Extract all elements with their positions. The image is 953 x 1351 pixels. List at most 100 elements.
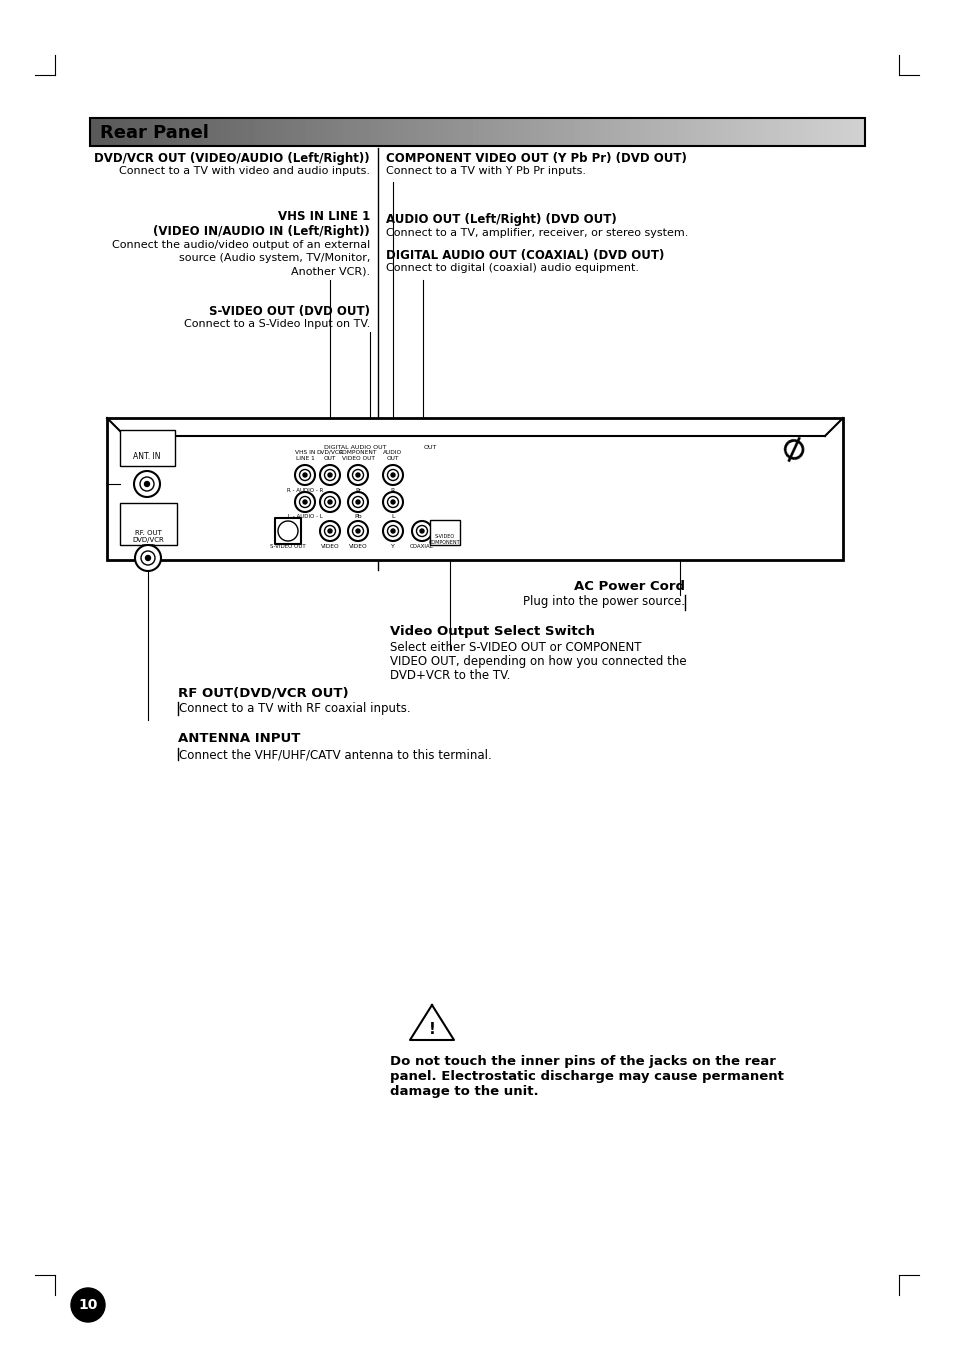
Circle shape <box>391 500 395 504</box>
Text: DVD/VCR: DVD/VCR <box>132 536 164 543</box>
Text: !: ! <box>428 1023 435 1038</box>
Text: S-VIDEO OUT (DVD OUT): S-VIDEO OUT (DVD OUT) <box>209 305 370 317</box>
Circle shape <box>303 473 307 477</box>
Text: OUT: OUT <box>140 544 155 550</box>
Circle shape <box>391 473 395 477</box>
Circle shape <box>391 530 395 534</box>
Text: VIDEO: VIDEO <box>320 544 339 549</box>
Text: S-VIDEO: S-VIDEO <box>435 534 455 539</box>
Circle shape <box>412 521 432 540</box>
Bar <box>120 430 174 466</box>
Text: R - AUDIO - R: R - AUDIO - R <box>287 488 323 493</box>
Circle shape <box>387 470 398 481</box>
Circle shape <box>419 530 423 534</box>
Text: DVD+VCR to the TV.: DVD+VCR to the TV. <box>390 669 510 682</box>
Circle shape <box>324 497 335 508</box>
Circle shape <box>355 530 359 534</box>
Text: AUDIO OUT (Left/Right) (DVD OUT): AUDIO OUT (Left/Right) (DVD OUT) <box>386 213 616 226</box>
Text: S-VIDEO OUT: S-VIDEO OUT <box>270 544 306 549</box>
Text: panel. Electrostatic discharge may cause permanent: panel. Electrostatic discharge may cause… <box>390 1070 783 1084</box>
Circle shape <box>328 530 332 534</box>
Bar <box>274 517 301 544</box>
Circle shape <box>382 492 402 512</box>
Text: RF OUT(DVD/VCR OUT): RF OUT(DVD/VCR OUT) <box>178 686 348 698</box>
Text: (VIDEO IN/AUDIO IN (Left/Right)): (VIDEO IN/AUDIO IN (Left/Right)) <box>153 226 370 238</box>
Text: Select either S-VIDEO OUT or COMPONENT: Select either S-VIDEO OUT or COMPONENT <box>390 640 640 654</box>
Text: COAXIAL: COAXIAL <box>410 544 434 549</box>
Circle shape <box>319 492 339 512</box>
Text: VHS IN: VHS IN <box>294 450 314 455</box>
Text: COMPONENT: COMPONENT <box>429 540 460 544</box>
Text: DIGITAL AUDIO OUT: DIGITAL AUDIO OUT <box>323 444 386 450</box>
Circle shape <box>277 521 297 540</box>
Text: Connect to a TV with RF coaxial inputs.: Connect to a TV with RF coaxial inputs. <box>179 703 410 715</box>
Bar <box>120 503 177 544</box>
Text: Plug into the power source.: Plug into the power source. <box>522 594 684 608</box>
Circle shape <box>319 465 339 485</box>
Text: L - AUDIO - L: L - AUDIO - L <box>287 513 322 519</box>
Text: DVD/VCR OUT (VIDEO/AUDIO (Left/Right)): DVD/VCR OUT (VIDEO/AUDIO (Left/Right)) <box>94 153 370 165</box>
Text: VIDEO OUT, depending on how you connected the: VIDEO OUT, depending on how you connecte… <box>390 655 686 667</box>
Text: Pr: Pr <box>355 488 360 493</box>
Text: Do not touch the inner pins of the jacks on the rear: Do not touch the inner pins of the jacks… <box>390 1055 775 1069</box>
Text: COMPONENT VIDEO OUT (Y Pb Pr) (DVD OUT): COMPONENT VIDEO OUT (Y Pb Pr) (DVD OUT) <box>386 153 686 165</box>
Circle shape <box>387 526 398 536</box>
Circle shape <box>319 521 339 540</box>
Text: VIDEO OUT: VIDEO OUT <box>341 457 374 461</box>
Bar <box>107 417 842 561</box>
Text: Pb: Pb <box>354 513 361 519</box>
Text: LINE 1: LINE 1 <box>295 457 314 461</box>
Text: R: R <box>391 488 395 493</box>
Text: DIGITAL AUDIO OUT (COAXIAL) (DVD OUT): DIGITAL AUDIO OUT (COAXIAL) (DVD OUT) <box>386 249 663 262</box>
Circle shape <box>299 497 310 508</box>
Text: Connect to a S-Video Input on TV.: Connect to a S-Video Input on TV. <box>184 319 370 330</box>
Circle shape <box>328 473 332 477</box>
Text: Y: Y <box>391 544 395 549</box>
Circle shape <box>324 526 335 536</box>
Text: OUT: OUT <box>386 457 398 461</box>
Circle shape <box>348 465 368 485</box>
Text: AUDIO: AUDIO <box>383 450 402 455</box>
Text: source (Audio system, TV/Monitor,: source (Audio system, TV/Monitor, <box>178 253 370 263</box>
Circle shape <box>352 497 363 508</box>
Text: Connect to digital (coaxial) audio equipment.: Connect to digital (coaxial) audio equip… <box>386 263 639 273</box>
Circle shape <box>294 465 314 485</box>
Text: ANT. IN: ANT. IN <box>133 453 161 461</box>
Circle shape <box>144 481 150 486</box>
Circle shape <box>141 551 154 565</box>
Text: VHS IN LINE 1: VHS IN LINE 1 <box>277 209 370 223</box>
Circle shape <box>71 1288 105 1323</box>
Circle shape <box>382 465 402 485</box>
Circle shape <box>355 500 359 504</box>
Bar <box>90 118 864 146</box>
Text: Video Output Select Switch: Video Output Select Switch <box>390 626 595 638</box>
Text: Connect to a TV, amplifier, receiver, or stereo system.: Connect to a TV, amplifier, receiver, or… <box>386 228 688 238</box>
Text: AC Power Cord: AC Power Cord <box>574 580 684 593</box>
Text: Another VCR).: Another VCR). <box>291 266 370 276</box>
Circle shape <box>352 470 363 481</box>
Text: OUT: OUT <box>323 457 335 461</box>
Text: VIDEO: VIDEO <box>349 544 367 549</box>
Text: damage to the unit.: damage to the unit. <box>390 1085 538 1098</box>
Text: COMPONENT: COMPONENT <box>338 450 376 455</box>
Circle shape <box>140 477 153 490</box>
Circle shape <box>416 526 427 536</box>
Text: DVD/VCR: DVD/VCR <box>316 450 343 455</box>
Text: RF. OUT: RF. OUT <box>134 530 161 536</box>
Circle shape <box>382 521 402 540</box>
Circle shape <box>352 526 363 536</box>
Circle shape <box>355 473 359 477</box>
Text: Connect the VHF/UHF/CATV antenna to this terminal.: Connect the VHF/UHF/CATV antenna to this… <box>179 748 491 761</box>
Circle shape <box>133 471 160 497</box>
Text: 10: 10 <box>78 1298 97 1312</box>
Circle shape <box>303 500 307 504</box>
Text: ⌀: ⌀ <box>775 426 810 470</box>
Circle shape <box>387 497 398 508</box>
Text: Rear Panel: Rear Panel <box>100 124 209 142</box>
Text: L: L <box>391 513 395 519</box>
Circle shape <box>135 544 161 571</box>
Circle shape <box>348 521 368 540</box>
Circle shape <box>348 492 368 512</box>
Circle shape <box>324 470 335 481</box>
Circle shape <box>299 470 310 481</box>
